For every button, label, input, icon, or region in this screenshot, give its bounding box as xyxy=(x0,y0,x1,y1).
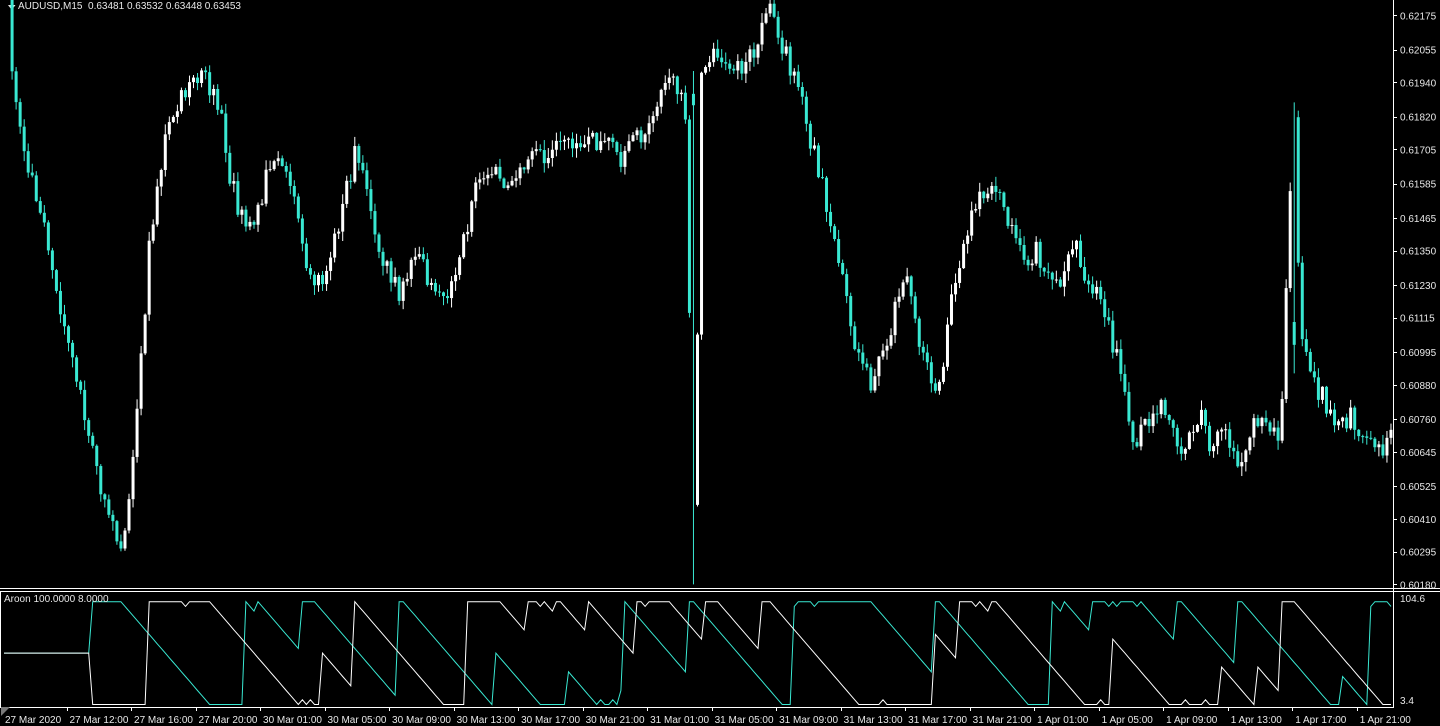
svg-text:30 Mar 17:00: 30 Mar 17:00 xyxy=(521,715,580,726)
svg-text:30 Mar 13:00: 30 Mar 13:00 xyxy=(457,715,516,726)
svg-text:1 Apr 21:00: 1 Apr 21:00 xyxy=(1360,715,1412,726)
svg-text:1 Apr 09:00: 1 Apr 09:00 xyxy=(1166,715,1218,726)
svg-text:31 Mar 01:00: 31 Mar 01:00 xyxy=(650,715,709,726)
svg-text:1 Apr 01:00: 1 Apr 01:00 xyxy=(1037,715,1089,726)
svg-text:0.61820: 0.61820 xyxy=(1400,113,1437,124)
svg-text:0.60645: 0.60645 xyxy=(1400,448,1437,459)
svg-text:0.60295: 0.60295 xyxy=(1400,548,1437,559)
svg-text:3.4: 3.4 xyxy=(1400,696,1414,707)
svg-text:30 Mar 05:00: 30 Mar 05:00 xyxy=(328,715,387,726)
svg-text:Aroon 100.0000 8.0000: Aroon 100.0000 8.0000 xyxy=(4,594,109,605)
svg-text:0.61230: 0.61230 xyxy=(1400,281,1437,292)
svg-text:1 Apr 13:00: 1 Apr 13:00 xyxy=(1231,715,1283,726)
svg-text:0.61465: 0.61465 xyxy=(1400,214,1437,225)
svg-text:27 Mar 20:00: 27 Mar 20:00 xyxy=(199,715,258,726)
svg-text:0.61350: 0.61350 xyxy=(1400,247,1437,258)
svg-text:31 Mar 05:00: 31 Mar 05:00 xyxy=(715,715,774,726)
svg-text:27 Mar 16:00: 27 Mar 16:00 xyxy=(134,715,193,726)
svg-text:30 Mar 21:00: 30 Mar 21:00 xyxy=(586,715,645,726)
svg-text:31 Mar 09:00: 31 Mar 09:00 xyxy=(779,715,838,726)
svg-text:31 Mar 13:00: 31 Mar 13:00 xyxy=(844,715,903,726)
svg-text:1 Apr 17:00: 1 Apr 17:00 xyxy=(1295,715,1347,726)
svg-text:0.61705: 0.61705 xyxy=(1400,145,1437,156)
svg-text:27 Mar 12:00: 27 Mar 12:00 xyxy=(70,715,129,726)
svg-text:27 Mar 2020: 27 Mar 2020 xyxy=(5,715,62,726)
svg-text:0.60410: 0.60410 xyxy=(1400,515,1437,526)
svg-text:30 Mar 09:00: 30 Mar 09:00 xyxy=(392,715,451,726)
svg-text:0.62175: 0.62175 xyxy=(1400,11,1437,22)
svg-text:0.60525: 0.60525 xyxy=(1400,482,1437,493)
svg-text:0.60880: 0.60880 xyxy=(1400,381,1437,392)
svg-text:104.6: 104.6 xyxy=(1400,594,1425,605)
svg-text:0.60760: 0.60760 xyxy=(1400,415,1437,426)
svg-text:31 Mar 17:00: 31 Mar 17:00 xyxy=(908,715,967,726)
svg-text:1 Apr 05:00: 1 Apr 05:00 xyxy=(1102,715,1154,726)
svg-text:0.61940: 0.61940 xyxy=(1400,78,1437,89)
svg-text:0.60180: 0.60180 xyxy=(1400,580,1437,591)
svg-text:0.61585: 0.61585 xyxy=(1400,180,1437,191)
svg-text:0.60995: 0.60995 xyxy=(1400,348,1437,359)
svg-text:31 Mar 21:00: 31 Mar 21:00 xyxy=(973,715,1032,726)
svg-text:0.62055: 0.62055 xyxy=(1400,46,1437,57)
svg-text:30 Mar 01:00: 30 Mar 01:00 xyxy=(263,715,322,726)
svg-text:0.61115: 0.61115 xyxy=(1400,314,1435,325)
